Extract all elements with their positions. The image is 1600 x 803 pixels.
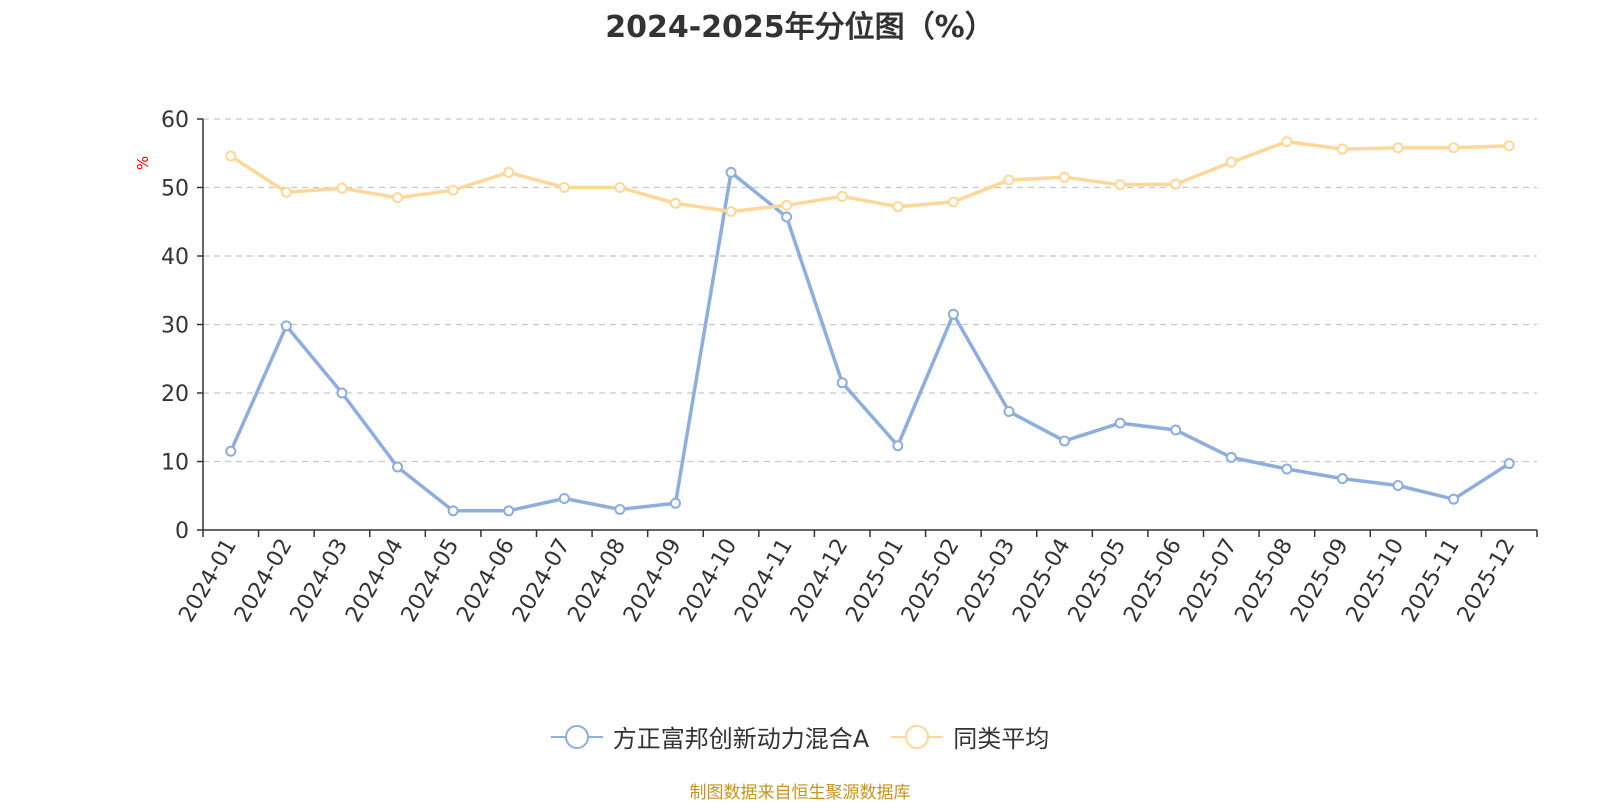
series-line-1 [229,139,1510,214]
gridlines [203,118,1537,463]
data-point[interactable] [392,192,404,204]
data-point[interactable] [1503,140,1515,152]
data-point[interactable] [558,182,570,193]
data-point[interactable] [225,445,237,457]
data-point[interactable] [336,182,348,194]
data-point[interactable] [1225,451,1237,463]
legend-label-fund: 方正富邦创新动力混合A [612,725,870,753]
data-point[interactable] [1448,493,1460,505]
legend-item-average[interactable]: 同类平均 [891,719,1049,754]
data-point[interactable] [225,150,237,162]
data-point[interactable] [1114,179,1126,191]
data-point[interactable] [1392,142,1404,154]
y-axis-unit-label: % [134,156,152,170]
data-point[interactable] [947,308,959,320]
data-point[interactable] [892,440,904,452]
series-line-0 [229,170,1511,513]
data-point[interactable] [892,201,904,213]
data-point[interactable] [447,505,459,517]
data-point[interactable] [669,197,681,209]
data-point[interactable] [503,166,515,178]
legend-line-circle-icon [550,724,603,749]
data-point[interactable] [1503,458,1515,470]
y-tick-label: 60 [161,108,189,133]
y-tick-label: 20 [161,382,189,407]
data-point[interactable] [1225,156,1237,168]
data-point[interactable] [614,182,626,193]
data-point[interactable] [1281,463,1293,475]
legend-line-circle-icon [891,724,944,749]
data-point[interactable] [280,186,292,198]
data-point[interactable] [280,320,292,332]
data-point[interactable] [1059,171,1071,183]
data-point[interactable] [1448,142,1460,154]
data-point[interactable] [781,199,793,211]
data-point[interactable] [614,503,626,515]
data-point[interactable] [836,190,848,202]
data-point[interactable] [1336,473,1348,485]
data-point[interactable] [669,497,681,509]
data-point[interactable] [947,196,959,208]
y-tick-label: 50 [161,177,189,202]
y-tick-label: 30 [161,314,189,339]
data-point[interactable] [503,505,515,517]
data-point[interactable] [1003,174,1015,186]
data-point[interactable] [781,211,793,223]
y-tick-label: 10 [161,451,189,476]
y-tick-label: 0 [175,519,189,544]
data-point[interactable] [558,492,570,504]
data-point[interactable] [836,377,848,389]
series-lines [225,136,1515,517]
data-point[interactable] [392,461,404,473]
source-note: 制图数据来自恒生聚源数据库 [689,783,911,803]
legend-label-average: 同类平均 [953,725,1050,753]
axes: 01020304050602024-012024-022024-032024-0… [161,108,1538,627]
y-tick-label: 40 [161,245,189,270]
data-point[interactable] [1170,178,1182,190]
data-point[interactable] [336,387,348,399]
data-point[interactable] [1281,136,1293,148]
legend: 方正富邦创新动力混合A 同类平均 [0,719,1600,754]
chart-title: 2024-2025年分位图（%） [605,10,995,45]
data-point[interactable] [1003,405,1015,417]
data-point[interactable] [725,205,737,217]
data-point[interactable] [1059,435,1071,447]
data-point[interactable] [725,166,737,178]
legend-item-fund[interactable]: 方正富邦创新动力混合A [550,719,870,754]
data-point[interactable] [1114,417,1126,429]
data-point[interactable] [447,184,459,196]
data-point[interactable] [1170,424,1182,436]
data-point[interactable] [1336,143,1348,155]
data-point[interactable] [1392,479,1404,491]
